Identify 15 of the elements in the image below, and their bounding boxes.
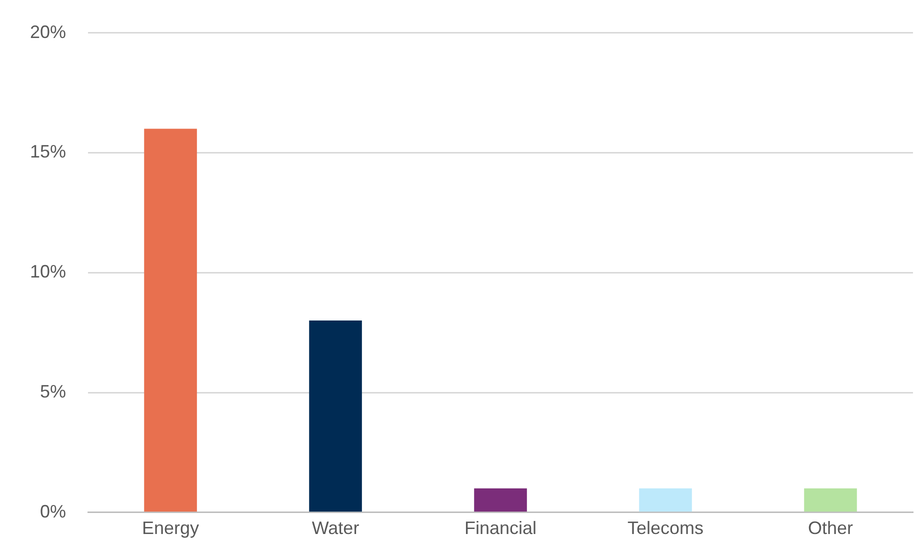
y-tick-label: 15%	[30, 142, 66, 162]
bar	[639, 488, 692, 512]
y-tick-label: 5%	[40, 381, 66, 402]
y-tick-label: 0%	[40, 501, 66, 522]
bar	[309, 320, 362, 512]
x-tick-label: Energy	[142, 518, 200, 538]
x-tick-label: Financial	[464, 518, 537, 538]
x-tick-label: Other	[808, 518, 854, 538]
y-tick-label: 20%	[30, 22, 66, 42]
x-tick-label: Water	[312, 518, 360, 538]
y-tick-label: 10%	[30, 262, 66, 282]
bar	[474, 488, 527, 512]
x-tick-label: Telecoms	[627, 518, 704, 538]
bar	[804, 488, 857, 512]
bar	[144, 128, 197, 512]
